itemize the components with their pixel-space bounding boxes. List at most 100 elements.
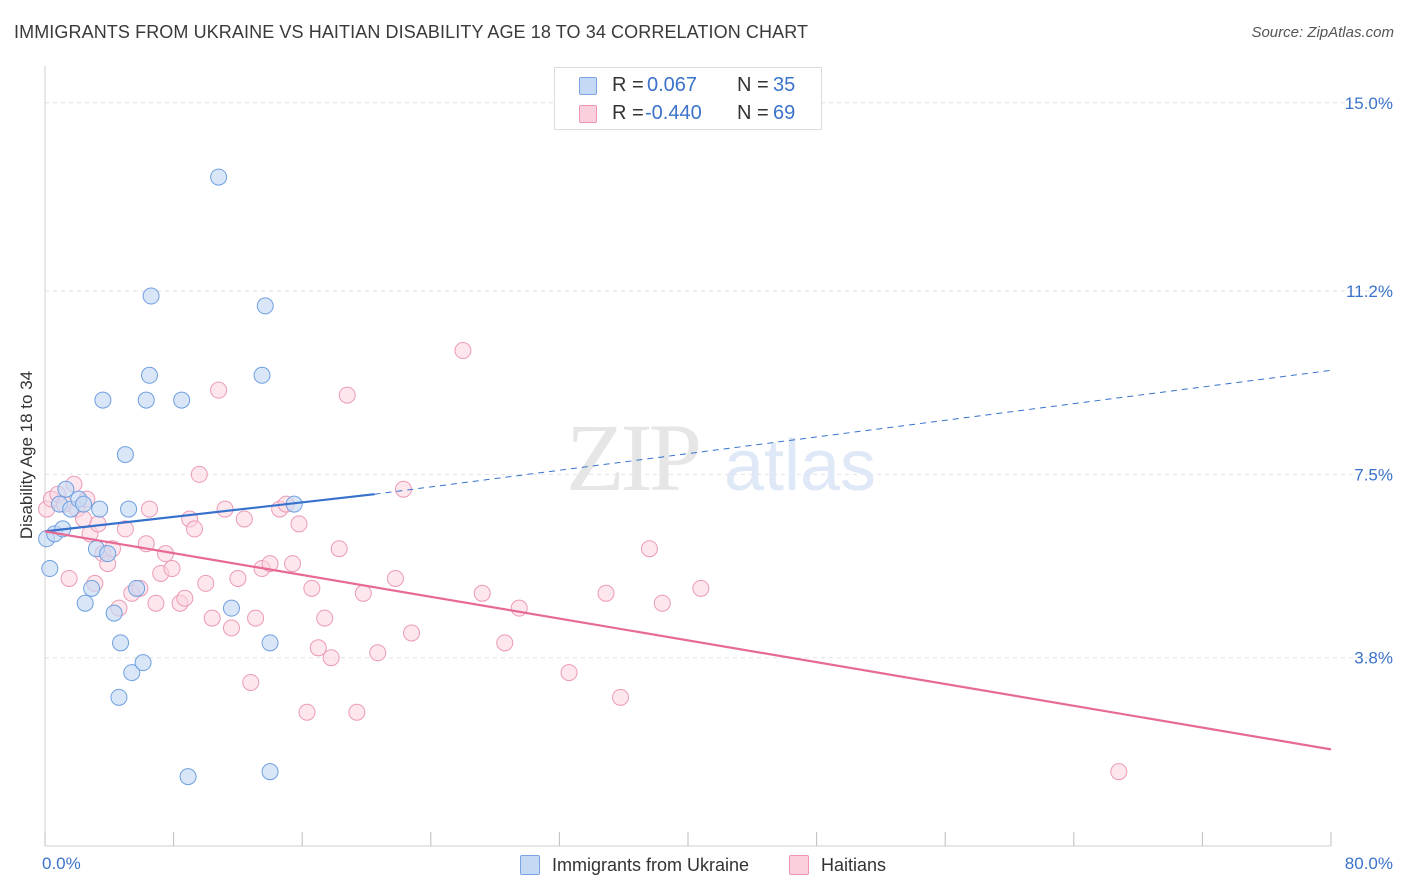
ukraine-point-24: [140, 366, 158, 384]
ukraine-trend-line: [44, 493, 375, 533]
ukraine-point-33: [261, 763, 279, 781]
haitians-point-53: [369, 644, 387, 662]
ukraine-point-32: [261, 634, 279, 652]
ukraine-point-8: [75, 495, 93, 513]
ukraine-point-27: [179, 768, 197, 786]
ukraine-point-21: [128, 579, 146, 597]
legend-haitians-swatch: [789, 855, 809, 875]
ukraine-point-9: [76, 594, 94, 612]
ukraine-point-10: [83, 579, 101, 597]
stats-row-haitians: R = -0.440 N = 69: [555, 100, 821, 128]
haitians-point-27: [185, 520, 203, 538]
watermark-atlas: atlas: [724, 426, 876, 506]
haitians-point-46: [309, 639, 327, 657]
haitians-point-44: [298, 703, 316, 721]
n-label: N =: [737, 102, 769, 124]
haitians-point-42: [284, 555, 302, 573]
haitians-point-31: [210, 381, 228, 399]
haitians-point-23: [163, 560, 181, 578]
haitians-point-36: [242, 673, 260, 691]
n-label: N =: [737, 74, 769, 96]
haitians-point-29: [197, 574, 215, 592]
haitians-point-51: [348, 703, 366, 721]
watermark: ZIP atlas: [566, 404, 876, 511]
trend-lines: [44, 369, 1332, 751]
haitians-point-67: [1110, 763, 1128, 781]
haitians-point-4: [60, 569, 78, 587]
haitians-point-35: [235, 510, 253, 528]
ukraine-point-17: [112, 634, 130, 652]
haitians-point-62: [597, 584, 615, 602]
y-tick-label-2: 11.2%: [1346, 282, 1393, 301]
haitians-point-61: [560, 664, 578, 682]
haitians-point-54: [386, 569, 404, 587]
legend-item-haitians[interactable]: Haitians: [789, 855, 886, 876]
haitians-point-64: [640, 540, 658, 558]
haitians-point-25: [176, 589, 194, 607]
ukraine-point-29: [222, 599, 240, 617]
ukraine-point-20: [123, 664, 141, 682]
ukraine-point-28: [210, 168, 228, 186]
y-tick-label-3: 15.0%: [1345, 94, 1393, 113]
haitians-point-56: [403, 624, 421, 642]
ukraine-point-31: [256, 297, 274, 315]
haitians-point-19: [140, 500, 158, 518]
legend-item-ukraine[interactable]: Immigrants from Ukraine: [519, 854, 749, 876]
haitians-point-20: [147, 594, 165, 612]
y-tick-label-0: 3.8%: [1354, 649, 1393, 668]
haitians-point-50: [338, 386, 356, 404]
haitians-point-43: [290, 515, 308, 533]
y-tick-label-1: 7.5%: [1354, 465, 1393, 484]
ukraine-point-14: [99, 545, 117, 563]
ukraine-point-19: [120, 500, 138, 518]
watermark-zip: ZIP: [566, 404, 699, 511]
haitians-point-39: [261, 555, 279, 573]
haitians-point-30: [203, 609, 221, 627]
tick-labels: 3.8% 7.5% 11.2% 15.0% 0.0% 80.0%: [42, 94, 1393, 873]
legend-haitians-label: Haitians: [821, 854, 887, 875]
haitians-point-48: [322, 649, 340, 667]
haitians-point-63: [611, 688, 629, 706]
ukraine-point-23: [137, 391, 155, 409]
ukraine-point-12: [91, 500, 109, 518]
haitians-n-value: 69: [773, 102, 796, 124]
r-label: R =: [612, 74, 644, 96]
ukraine-point-22: [134, 654, 152, 672]
haitians-point-32: [216, 500, 234, 518]
y-axis-label: Disability Age 18 to 34: [17, 370, 36, 540]
haitians-point-58: [473, 584, 491, 602]
x-tick-label-min: 0.0%: [42, 854, 81, 873]
ukraine-point-26: [173, 391, 191, 409]
source-credit: Source: ZipAtlas.com: [1251, 24, 1394, 41]
haitians-point-37: [247, 609, 265, 627]
ukraine-point-16: [110, 688, 128, 706]
ukraine-trend-extension: [374, 369, 1332, 495]
ukraine-point-5: [57, 480, 75, 498]
ukraine-points: [38, 168, 303, 786]
haitians-point-52: [354, 584, 372, 602]
haitians-point-65: [653, 594, 671, 612]
legend-ukraine-swatch: [519, 855, 540, 875]
ukraine-point-1: [41, 560, 59, 578]
ukraine-point-18: [116, 446, 134, 464]
axes: [44, 66, 1332, 847]
haitians-point-57: [454, 342, 472, 360]
haitians-point-28: [190, 465, 208, 483]
haitians-swatch: [579, 105, 597, 123]
chart-title: IMMIGRANTS FROM UKRAINE VS HAITIAN DISAB…: [14, 22, 809, 42]
haitians-point-66: [692, 579, 710, 597]
haitians-point-33: [222, 619, 240, 637]
gridlines: [45, 102, 1392, 659]
ukraine-swatch: [579, 77, 597, 95]
haitians-point-34: [229, 569, 247, 587]
legend-ukraine-label: Immigrants from Ukraine: [551, 854, 749, 875]
haitians-point-47: [316, 609, 334, 627]
ukraine-point-15: [105, 604, 123, 622]
ukraine-point-25: [142, 287, 160, 305]
x-tick-label-max: 80.0%: [1345, 854, 1393, 873]
correlation-stats-box: R = 0.067 N = 35 R = -0.440 N = 69: [554, 67, 822, 130]
ukraine-r-value: 0.067: [647, 74, 698, 96]
haitians-trend-line: [44, 530, 1332, 751]
haitians-point-15: [116, 520, 134, 538]
